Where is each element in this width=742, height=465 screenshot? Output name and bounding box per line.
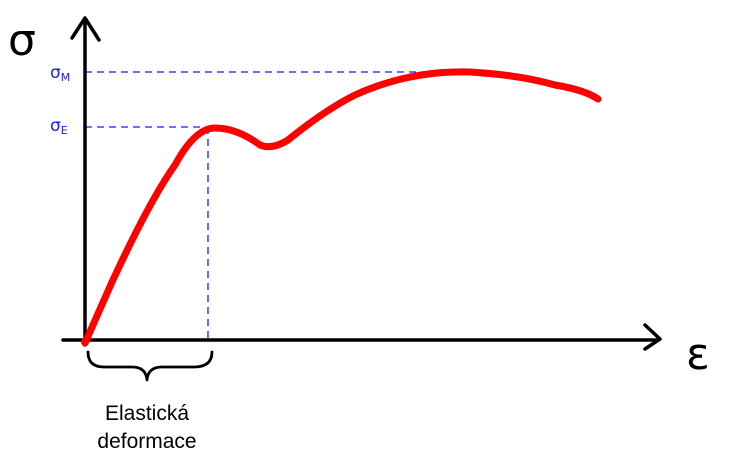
guide-lines [85, 71, 450, 340]
elastic-region-brace [86, 350, 214, 382]
stress-strain-curve [81, 68, 602, 347]
x-axis-symbol: ε [686, 329, 710, 380]
axes [61, 16, 662, 351]
origin-point [81, 338, 89, 346]
x-axis-arrowhead [643, 323, 662, 351]
y-axis-symbol: σ [8, 15, 36, 66]
sigma-m-label: σM [50, 63, 70, 84]
elastic-label-line2: deformace [97, 430, 196, 453]
y-axis-arrowhead [70, 16, 101, 42]
sigma-e-label: σE [50, 116, 68, 137]
elastic-label-line1: Elastická [105, 402, 189, 425]
